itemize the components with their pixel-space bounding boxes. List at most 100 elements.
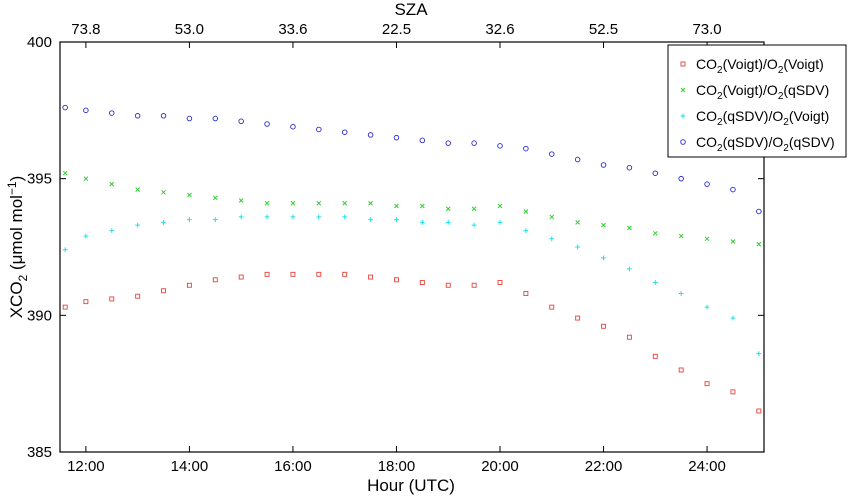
y-axis-title-base: XCO	[7, 281, 26, 318]
y-axis-title-close: )	[7, 176, 26, 182]
data-point	[264, 271, 270, 277]
data-point	[212, 277, 218, 283]
data-point	[419, 137, 426, 144]
data-point	[678, 291, 684, 296]
data-point	[290, 200, 296, 206]
data-point	[627, 225, 632, 231]
data-point	[497, 280, 503, 285]
data-point	[135, 293, 141, 299]
data-point	[497, 143, 503, 149]
data-point	[419, 203, 425, 209]
top-tick-label: 52.5	[589, 21, 618, 38]
data-point	[756, 241, 762, 247]
data-point	[730, 239, 736, 244]
data-point	[394, 203, 399, 209]
data-point	[523, 145, 529, 152]
data-point	[160, 113, 167, 119]
y-tick-label: 390	[27, 307, 52, 324]
top-tick-label: 73.0	[692, 21, 721, 38]
data-point	[161, 189, 166, 195]
data-point	[212, 195, 218, 201]
legend-marker	[680, 139, 686, 145]
data-point	[678, 175, 684, 182]
data-point	[704, 236, 710, 242]
data-point	[187, 217, 192, 223]
top-tick-label: 32.6	[485, 21, 514, 38]
data-point	[652, 280, 658, 285]
top-axis-title: SZA	[394, 0, 428, 19]
data-point	[135, 222, 141, 228]
data-point	[730, 389, 736, 395]
y-axis-title: XCO2 (μmol mol−1)	[5, 176, 30, 319]
data-point	[238, 214, 244, 220]
data-point	[290, 214, 296, 220]
data-point	[626, 164, 633, 171]
data-point	[575, 315, 581, 321]
data-point	[161, 288, 166, 294]
data-point	[316, 126, 322, 133]
data-point	[316, 200, 322, 206]
data-point	[756, 351, 762, 356]
x-tick-label: 14:00	[171, 458, 209, 475]
data-point	[549, 151, 555, 157]
data-point	[523, 291, 529, 296]
legend-items: CO2(Voigt)/O2(Voigt) CO2(Voigt)/O2(qSDV) C…	[680, 56, 835, 154]
data-point	[704, 181, 710, 187]
data-point	[419, 280, 425, 285]
series-1	[62, 170, 762, 247]
data-point	[574, 156, 581, 163]
data-point	[342, 271, 348, 277]
data-point	[652, 353, 658, 359]
data-point	[83, 107, 89, 114]
data-point	[445, 206, 451, 212]
data-point	[445, 282, 451, 288]
data-point	[135, 187, 141, 192]
data-point	[109, 181, 115, 187]
y-axis-title-sub: 2	[16, 274, 30, 281]
data-point	[600, 162, 607, 168]
data-point	[316, 214, 322, 220]
data-point	[62, 104, 68, 111]
data-point	[497, 220, 503, 225]
series-3	[62, 104, 762, 215]
legend-marker	[680, 61, 686, 67]
legend-marker	[680, 113, 686, 119]
data-point	[652, 230, 658, 236]
data-point	[471, 282, 477, 288]
data-point	[186, 282, 192, 288]
data-point	[497, 203, 503, 209]
data-point	[445, 140, 451, 146]
data-point	[161, 220, 166, 225]
series-marks	[62, 104, 762, 414]
data-point	[212, 217, 218, 223]
legend-label: CO2(qSDV)/O2(Voigt)	[696, 108, 829, 128]
data-point	[83, 176, 89, 182]
data-point	[549, 304, 555, 310]
x-tick-label: 12:00	[67, 458, 105, 475]
data-point	[678, 367, 684, 373]
data-point	[394, 217, 399, 223]
data-point	[704, 381, 710, 387]
data-point	[368, 274, 374, 280]
data-point	[471, 222, 477, 228]
data-point	[62, 170, 68, 176]
y-axis-title-sup: −1	[5, 181, 19, 195]
data-point	[264, 214, 270, 220]
data-point	[316, 271, 322, 277]
x-tick-label: 20:00	[481, 458, 519, 475]
data-point	[264, 200, 270, 206]
data-point	[549, 236, 555, 242]
top-tick-label: 73.8	[71, 21, 100, 38]
data-point	[83, 233, 89, 239]
plot-area	[59, 41, 765, 453]
data-point	[62, 247, 68, 253]
data-point	[730, 186, 736, 193]
data-point	[187, 192, 192, 198]
data-point	[238, 118, 244, 125]
data-point	[601, 255, 606, 261]
data-point	[549, 214, 555, 220]
data-point	[264, 121, 270, 127]
series-2	[62, 214, 762, 356]
data-point	[212, 115, 219, 122]
